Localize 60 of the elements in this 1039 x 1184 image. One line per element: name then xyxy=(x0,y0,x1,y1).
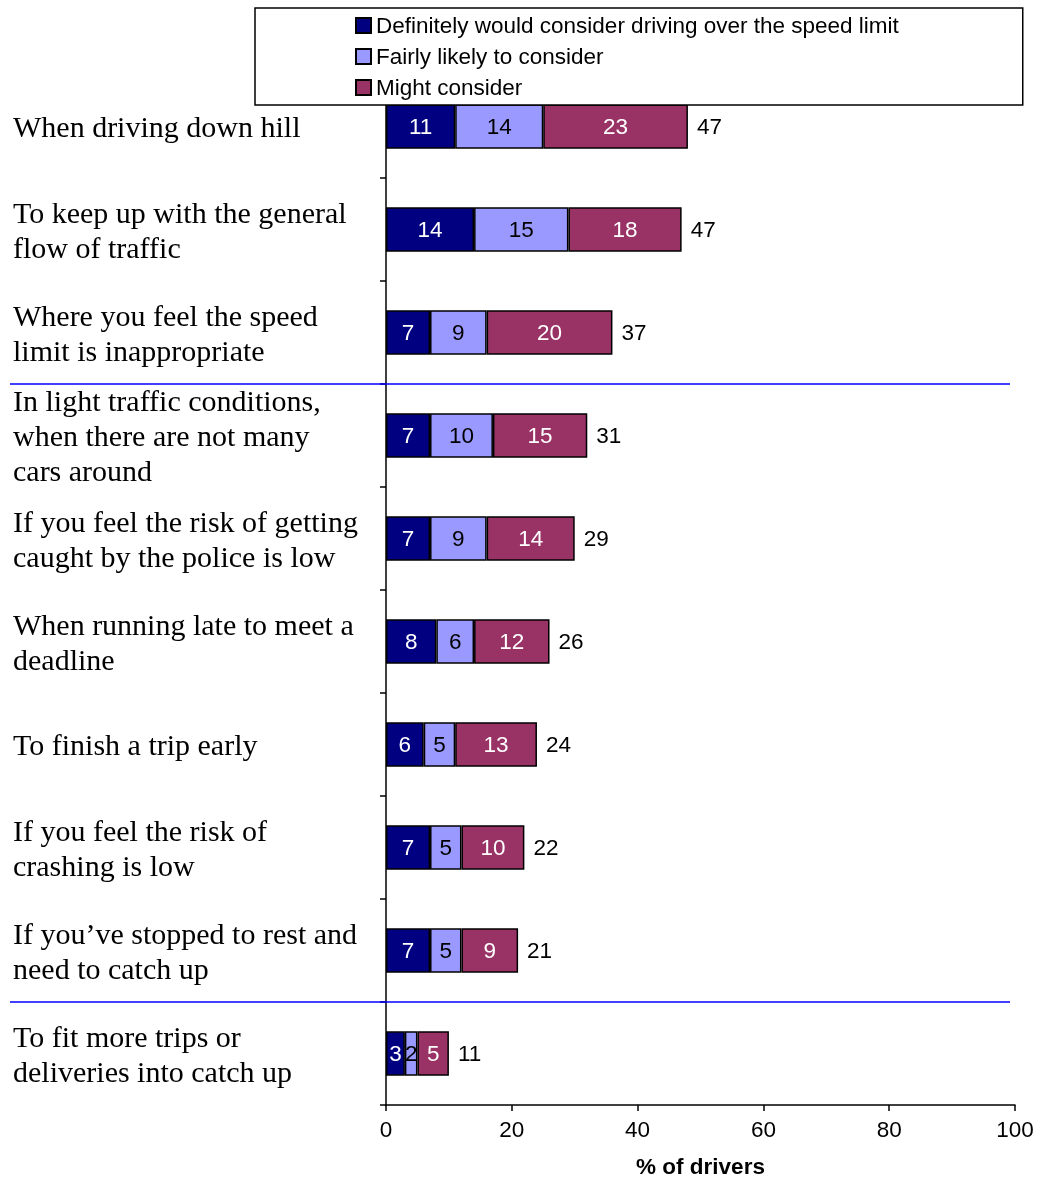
x-tick-label: 80 xyxy=(876,1117,902,1142)
data-label: 7 xyxy=(401,835,415,860)
total-label: 37 xyxy=(621,320,647,345)
x-axis-title: % of drivers xyxy=(636,1154,765,1179)
total-label: 47 xyxy=(690,217,716,242)
y-tick-label: To fit more trips or deliveries into catch up xyxy=(13,1019,293,1088)
total-label: 31 xyxy=(596,423,622,448)
data-label: 10 xyxy=(448,423,474,448)
data-label: 7 xyxy=(401,938,415,963)
data-label: 7 xyxy=(401,526,415,551)
data-label: 12 xyxy=(499,629,525,654)
data-label: 9 xyxy=(452,526,465,551)
data-label: 15 xyxy=(508,217,534,242)
y-tick-label: When driving down hill xyxy=(13,110,301,143)
y-tick-label: If you feel the risk of crashing is low xyxy=(13,813,268,882)
data-label: 9 xyxy=(452,320,465,345)
legend-label: Definitely would consider driving over the speed limit xyxy=(376,13,900,38)
total-label: 11 xyxy=(457,1041,482,1066)
data-label: 14 xyxy=(417,217,443,242)
y-tick-label: To keep up with the general flow of traffic xyxy=(13,195,347,264)
x-tick-label: 0 xyxy=(379,1117,393,1142)
data-label: 2 xyxy=(404,1041,418,1066)
data-label: 10 xyxy=(480,835,506,860)
data-label: 14 xyxy=(518,526,544,551)
data-label: 7 xyxy=(401,423,415,448)
total-label: 47 xyxy=(696,114,722,139)
total-label: 22 xyxy=(533,835,559,860)
data-label: 11 xyxy=(408,114,433,139)
data-label: 3 xyxy=(389,1041,402,1066)
total-label: 21 xyxy=(527,938,553,963)
y-tick-label: In light traffic conditions, when there are not many cars around xyxy=(13,384,321,487)
data-label: 13 xyxy=(483,732,509,757)
data-label: 14 xyxy=(486,114,512,139)
data-label: 6 xyxy=(448,629,462,654)
x-tick-label: 20 xyxy=(499,1117,525,1142)
y-tick-label: If you feel the risk of getting caught by the police is low xyxy=(13,504,358,573)
y-tick-label: When running late to meet a deadline xyxy=(13,607,354,676)
data-label: 23 xyxy=(603,114,629,139)
data-label: 5 xyxy=(439,938,453,963)
data-label: 8 xyxy=(404,629,418,654)
x-tick-label: 40 xyxy=(625,1117,651,1142)
y-tick-label: Where you feel the speed limit is inappropriate xyxy=(13,298,318,367)
total-label: 29 xyxy=(583,526,609,551)
total-label: 26 xyxy=(558,629,584,654)
data-label: 18 xyxy=(612,217,638,242)
legend-label: Might consider xyxy=(376,75,523,100)
data-label: 20 xyxy=(537,320,563,345)
x-tick-label: 60 xyxy=(750,1117,776,1142)
data-label: 5 xyxy=(433,732,446,757)
y-tick-label: If you’ve stopped to rest and need to catch up xyxy=(13,916,358,985)
data-label: 5 xyxy=(439,835,453,860)
data-label: 6 xyxy=(398,732,412,757)
total-label: 24 xyxy=(545,732,571,757)
data-label: 7 xyxy=(401,320,415,345)
y-tick-label: To finish a trip early xyxy=(13,728,258,761)
data-label: 5 xyxy=(426,1041,440,1066)
legend-label: Fairly likely to consider xyxy=(376,44,605,69)
data-label: 15 xyxy=(527,423,553,448)
data-label: 9 xyxy=(483,938,497,963)
x-tick-label: 100 xyxy=(996,1117,1034,1142)
